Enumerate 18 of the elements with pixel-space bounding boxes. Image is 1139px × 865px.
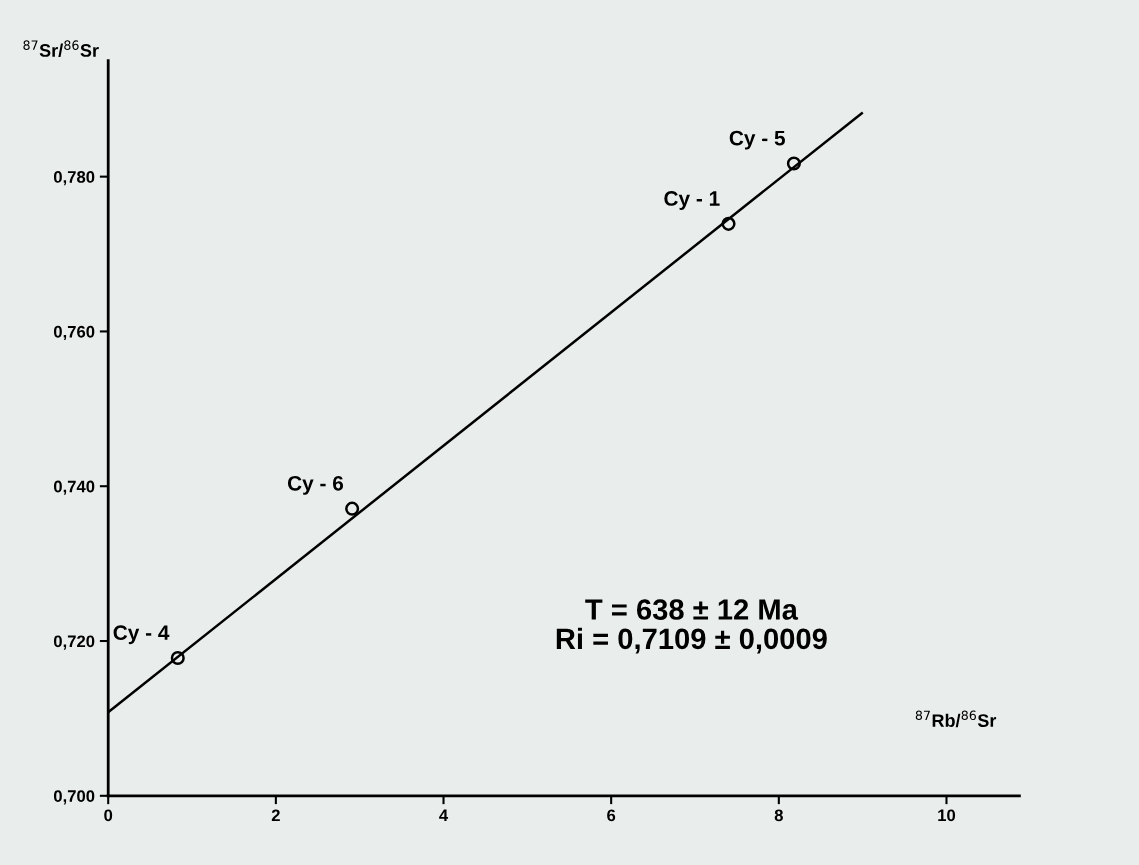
annotation: Cy - 6 (287, 475, 344, 495)
x-tick-label: 2 (271, 809, 280, 822)
y-axis-title: $^{87}$Sr/$^{86}$Sr (23, 40, 99, 58)
annotation: Cy - 1 (664, 191, 720, 210)
x-axis-title: $^{87}$Rb/$^{86}$Sr (915, 710, 997, 728)
annotation: T = 638 ± 12 Ma Ri = 0,7109 ± 0,0009 (556, 599, 827, 654)
y-tick-label: 0,740 (53, 480, 95, 495)
y-tick-label: 0,780 (53, 171, 95, 186)
x-tick-label: 10 (938, 809, 956, 822)
y-tick-label: 0,760 (53, 325, 95, 341)
x-tick-label: 6 (607, 809, 616, 822)
x-tick-label: 0 (104, 809, 113, 822)
annotation: Cy - 4 (113, 625, 170, 645)
y-tick-label: 0,700 (53, 790, 95, 805)
x-tick-label: 4 (439, 809, 449, 822)
annotation: Cy - 5 (729, 130, 785, 150)
y-tick-label: 0,720 (53, 635, 95, 650)
x-tick-label: 8 (774, 809, 783, 822)
